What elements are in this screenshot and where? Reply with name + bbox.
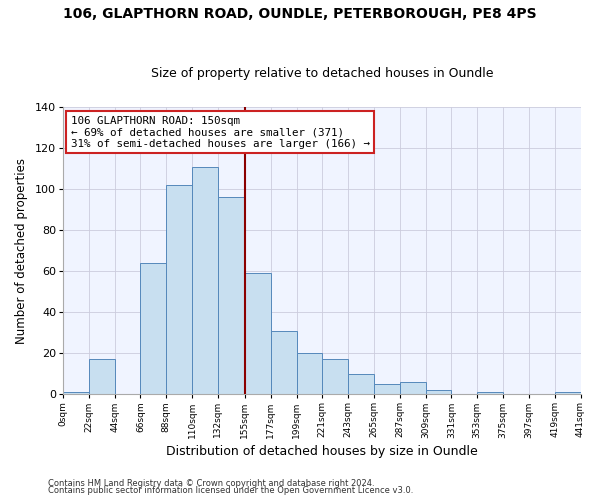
Title: Size of property relative to detached houses in Oundle: Size of property relative to detached ho… — [151, 66, 493, 80]
Y-axis label: Number of detached properties: Number of detached properties — [15, 158, 28, 344]
Bar — [63, 392, 89, 394]
Bar — [218, 198, 245, 394]
Text: Contains HM Land Registry data © Crown copyright and database right 2024.: Contains HM Land Registry data © Crown c… — [48, 478, 374, 488]
Bar — [140, 263, 166, 394]
X-axis label: Distribution of detached houses by size in Oundle: Distribution of detached houses by size … — [166, 444, 478, 458]
Text: 106, GLAPTHORN ROAD, OUNDLE, PETERBOROUGH, PE8 4PS: 106, GLAPTHORN ROAD, OUNDLE, PETERBOROUG… — [63, 8, 537, 22]
Bar — [89, 360, 115, 394]
Bar — [192, 166, 218, 394]
Bar — [425, 390, 451, 394]
Bar — [348, 374, 374, 394]
Bar — [166, 185, 192, 394]
Bar — [296, 353, 322, 394]
Bar — [554, 392, 581, 394]
Bar — [400, 382, 425, 394]
Bar — [322, 360, 348, 394]
Text: 106 GLAPTHORN ROAD: 150sqm
← 69% of detached houses are smaller (371)
31% of sem: 106 GLAPTHORN ROAD: 150sqm ← 69% of deta… — [71, 116, 370, 149]
Bar — [374, 384, 400, 394]
Bar — [245, 273, 271, 394]
Bar — [271, 330, 296, 394]
Text: Contains public sector information licensed under the Open Government Licence v3: Contains public sector information licen… — [48, 486, 413, 495]
Bar — [477, 392, 503, 394]
